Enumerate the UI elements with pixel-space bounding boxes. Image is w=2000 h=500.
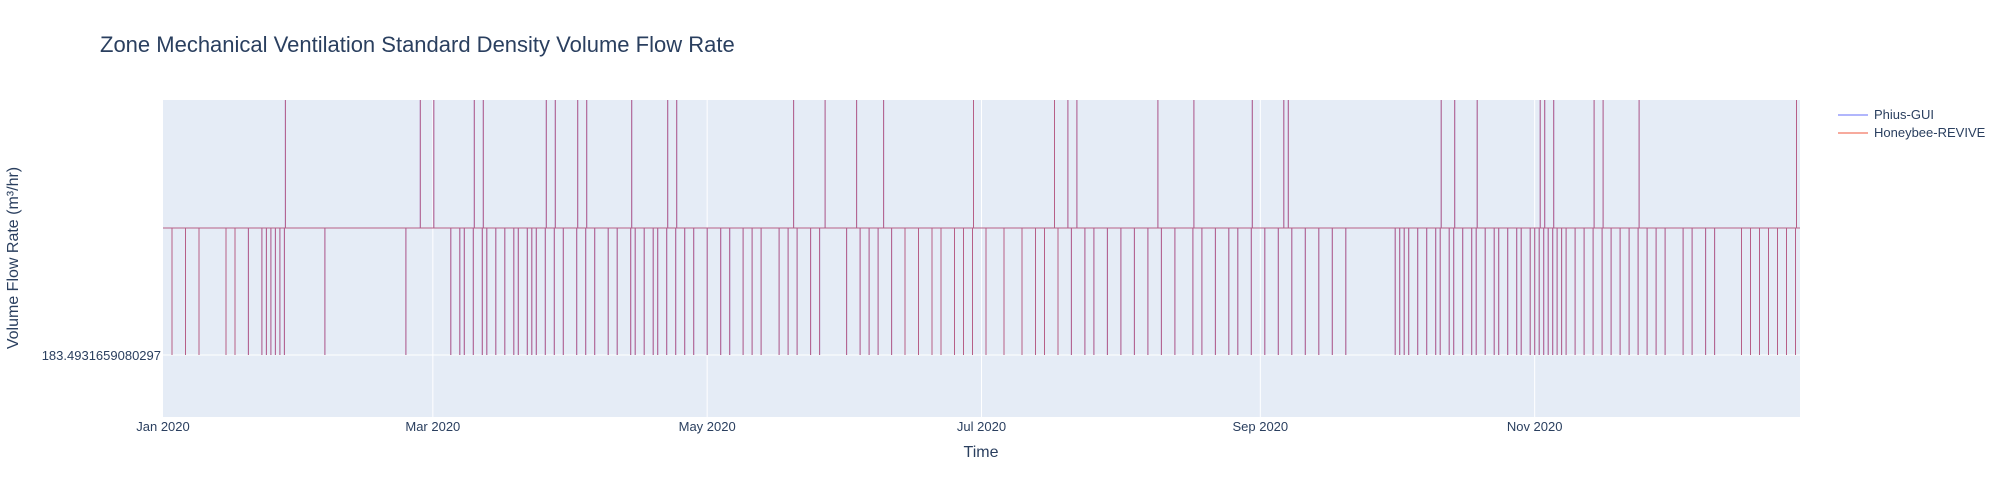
chart-title: Zone Mechanical Ventilation Standard Den… [100,32,735,57]
series-line-honeybee-revive [163,100,1800,355]
x-tick-label: Jul 2020 [957,419,1006,434]
x-axis-title: Time [964,444,999,461]
y-axis-title: Volume Flow Rate (m³/hr) [5,167,22,349]
legend-label-honeybee-revive: Honeybee-REVIVE [1874,125,1986,140]
legend-item-honeybee-revive[interactable]: Honeybee-REVIVE [1838,125,1986,140]
x-tick-labels: Jan 2020 Mar 2020 May 2020 Jul 2020 Sep 2020… [136,419,1562,434]
x-tick-label: Jan 2020 [136,419,190,434]
y-tick-labels: 183.4931659080297 [42,348,161,363]
x-tick-label: Mar 2020 [405,419,460,434]
x-tick-label: Nov 2020 [1507,419,1563,434]
legend-label-phius-gui: Phius-GUI [1874,107,1934,122]
x-tick-label: May 2020 [679,419,736,434]
legend[interactable]: Phius-GUI Honeybee-REVIVE [1838,107,1986,140]
y-tick-label: 183.4931659080297 [42,348,161,363]
series-layer [163,100,1800,355]
x-tick-label: Sep 2020 [1232,419,1288,434]
legend-item-phius-gui[interactable]: Phius-GUI [1838,107,1934,122]
